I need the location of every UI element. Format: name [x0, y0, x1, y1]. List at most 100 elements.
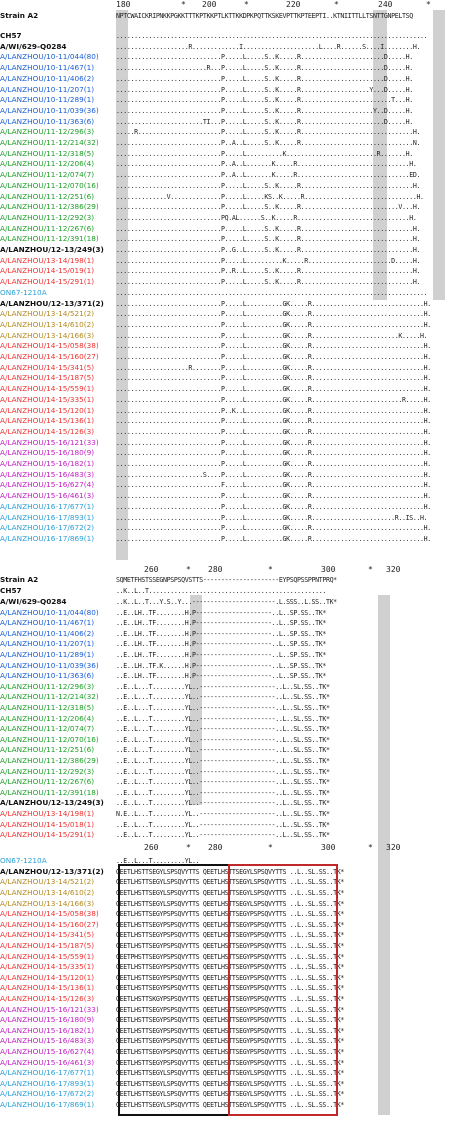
table-row: A/LANZHOU/15-16/627(4)..................… [0, 480, 474, 490]
strain-name: Strain A2 [0, 575, 39, 584]
sequence-text: QEETLHSTTSEGYLSPSQVYTTS QEETLHSTTSEGYLSP… [116, 1079, 345, 1088]
strain-name: A/WI/629-Q0284 [0, 41, 67, 51]
strain-name: A/LANZHOU/12-13/371(2) [0, 298, 104, 308]
sequence-text: ........................TI...P.....L....… [116, 117, 413, 126]
table-row: A/LANZHOU/16-17/677(1)..................… [0, 502, 474, 512]
strain-name: A/LANZHOU/11-12/206(4) [0, 713, 95, 723]
ruler-tick-label: * [426, 0, 431, 9]
table-row: A/LANZHOU/16-17/677(1) QEETLHSTTSEGYLSPSQ… [0, 1068, 474, 1078]
sequence-text: .............................F.....L....… [116, 481, 431, 490]
table-row: A/LANZHOU/11-12/318(5)..................… [0, 149, 474, 159]
strain-name: A/LANZHOU/11-12/318(5) [0, 703, 95, 712]
table-row: A/LANZHOU/10-11/039(36) ..E..LH..TF.K....… [0, 661, 474, 671]
strain-name: A/LANZHOU/16-17/677(1) [0, 501, 95, 511]
strain-name: A/LANZHOU/10-11/289(1) [0, 95, 95, 105]
table-row: A/LANZHOU/11-12/206(4) ..E..L...T........… [0, 714, 474, 724]
table-row: CH57 ..K..L..T...........................… [0, 586, 474, 596]
sequence-text: ..E..L...T.........YL..-----------------… [116, 757, 330, 765]
strain-name: A/LANZHOU/14-15/341(5) [0, 930, 95, 940]
strain-name: A/LANZHOU/10-11/406(2) [0, 628, 95, 638]
table-row: A/LANZHOU/11-12/391(18) ..E..L...T.......… [0, 788, 474, 798]
table-row: A/LANZHOU/13-14/521(2)..................… [0, 309, 474, 319]
table-row: A/LANZHOU/14-15/120(1) QEETLHSTTSEGYPSPSQ… [0, 973, 474, 983]
sequence-text: .............................P..G..L....… [116, 246, 421, 254]
ruler-top-panel1: 180 * 200 * 220 * 240 * [116, 0, 474, 12]
ruler-tick-label: 260 [144, 565, 159, 574]
table-row: A/LANZHOU/15-16/180(9) QEETLHSTTSEGYPSPSQ… [0, 1015, 474, 1025]
strain-name: A/LANZHOU/11-12/292(3) [0, 766, 95, 776]
ruler-tick-label: * [334, 0, 339, 9]
strain-name: A/LANZHOU/14-15/291(1) [0, 277, 95, 287]
sequence-text: ..E..LH..TF........H.P------------------… [116, 672, 326, 681]
table-row: A/LANZHOU/14-15/341(5) QEETLHSTTSEGYPSPSQ… [0, 930, 474, 940]
sequence-text: QEETLHSTTSEGYPSPSQVYTTS QEETLHSTTSEGYPSP… [116, 1037, 345, 1046]
strain-name: A/LANZHOU/16-17/672(2) [0, 523, 95, 533]
strain-name: A/LANZHOU/12-13/249(3) [0, 245, 104, 254]
sequence-text: .............................P.....L....… [116, 320, 431, 329]
strain-name: A/LANZHOU/14-15/136(1) [0, 416, 95, 426]
strain-name: A/LANZHOU/11-12/267(6) [0, 777, 95, 787]
strain-name: CH57 [0, 586, 22, 595]
sequence-text: .............................P.....L....… [116, 278, 421, 287]
table-row: A/LANZHOU/11-12/386(29).................… [0, 202, 474, 212]
strain-name: A/LANZHOU/14-15/341(5) [0, 362, 95, 372]
sequence-text: ..E..L...T.........YL..-----------------… [116, 831, 330, 840]
strain-name: A/LANZHOU/15-16/180(9) [0, 1015, 95, 1025]
strain-name: A/LANZHOU/11-12/074(7) [0, 724, 95, 734]
sequence-text: SQMETFHSTSSEGNPSPSQVSTTS----------------… [116, 576, 337, 584]
sequence-text: .............................P.....L....… [116, 353, 431, 361]
strain-name: A/LANZHOU/11-12/391(18) [0, 787, 99, 797]
table-row: A/LANZHOU/14-15/126(3)..................… [0, 427, 474, 437]
table-row: A/WI/629-Q0284 ....................R.....… [0, 42, 474, 52]
strain-name: A/LANZHOU/14-15/187(5) [0, 941, 95, 950]
strain-name: A/LANZHOU/12-13/371(2) [0, 866, 104, 876]
sequence-text: ..E..L...T.........YL..-----------------… [116, 767, 330, 776]
table-row: A/LANZHOU/16-17/672(2)..................… [0, 523, 474, 533]
strain-name: A/LANZHOU/11-12/214(32) [0, 138, 99, 147]
strain-name: A/LANZHOU/10-11/406(2) [0, 73, 95, 83]
strain-name: A/LANZHOU/15-16/483(3) [0, 469, 95, 479]
strain-name: A/LANZHOU/13-14/521(2) [0, 309, 95, 319]
ruler-tick-label: * [244, 0, 249, 9]
table-row: A/LANZHOU/11-12/292(3) ..E..L...T........… [0, 767, 474, 777]
strain-name: A/LANZHOU/10-11/363(6) [0, 116, 95, 126]
table-row: A/LANZHOU/14-15/058(38) QEETLHSTTSEGYPSPS… [0, 909, 474, 919]
table-row: A/LANZHOU/14-15/335(1)..................… [0, 395, 474, 405]
sequence-text: .............................P..K..L....… [116, 406, 431, 415]
table-row: A/LANZHOU/11-12/267(6) ..E..L...T........… [0, 777, 474, 787]
strain-name: A/LANZHOU/15-16/182(1) [0, 1025, 95, 1035]
table-row: ON67-1210A..............................… [0, 288, 474, 298]
sequence-text: QEETLHSTTSEGYPSPSQVYTTS QEETLHSTTSEGYPSP… [116, 920, 345, 929]
strain-name: A/LANZHOU/16-17/893(1) [0, 1078, 95, 1088]
strain-name: A/LANZHOU/14-15/126(3) [0, 994, 95, 1003]
table-row: A/LANZHOU/11-12/296(3) ..E..L...T........… [0, 682, 474, 692]
sequence-text: .............................P.....L....… [116, 374, 431, 383]
sequence-text: .............................P..A..L....… [116, 171, 421, 180]
ruler-tick-label: 300 [321, 565, 336, 574]
sequence-text: ..E..L...T.........YL..-----------------… [116, 746, 330, 755]
sequence-text: NPTCWAICKRIPNKKPGKKTTTKPTKKPTLKTTKKDPKPQ… [116, 12, 413, 20]
sequence-text: QEETLHSTTSEGYPSPSQVYTTS QEETLHSTTSEGYPSP… [116, 1048, 345, 1056]
strain-name: A/LANZHOU/11-12/391(18) [0, 234, 99, 244]
table-row: A/LANZHOU/14-15/160(27).................… [0, 352, 474, 362]
table-row: A/LANZHOU/11-12/070(16).................… [0, 181, 474, 191]
strain-name: A/LANZHOU/15-16/461(3) [0, 491, 95, 501]
table-row: A/LANZHOU/10-11/467(1) ..E..LH..TF.......… [0, 618, 474, 628]
ruler-tick-label: * [368, 842, 373, 852]
strain-name: A/LANZHOU/15-16/121(33) [0, 437, 99, 447]
strain-name: A/LANZHOU/14-15/058(38) [0, 909, 99, 919]
sequence-text: .....R.......................P.....L....… [116, 128, 421, 137]
sequence-text: ..E..LH..TF........H.P------------------… [116, 619, 326, 628]
strain-name: A/LANZHOU/10-11/363(6) [0, 671, 95, 681]
strain-name: A/LANZHOU/14-15/160(27) [0, 919, 99, 929]
strain-name: ON67-1210A [0, 855, 47, 865]
sequence-text: ..E..L...T.........YL.. [116, 856, 200, 865]
table-row: A/LANZHOU/12-13/249(3)..................… [0, 245, 474, 255]
sequence-text: QEETLHSTTSEGYPSPSQVYTTS QEETLHSTTSEGYPSP… [116, 942, 345, 950]
shaded-column [190, 595, 202, 805]
sequence-text: .............................P.....L....… [116, 449, 431, 458]
sequence-text: QEETLHSTTSEGYPSPSQVYTTS QEETLHSTTSEGYPSP… [116, 963, 345, 972]
strain-name: A/LANZHOU/14-15/160(27) [0, 352, 99, 361]
strain-name: A/LANZHOU/15-16/180(9) [0, 448, 95, 458]
sequence-text: QEETLHSTTSEGYLSPSQVYTTS QEETLHSTTSEGYLSP… [116, 867, 345, 876]
